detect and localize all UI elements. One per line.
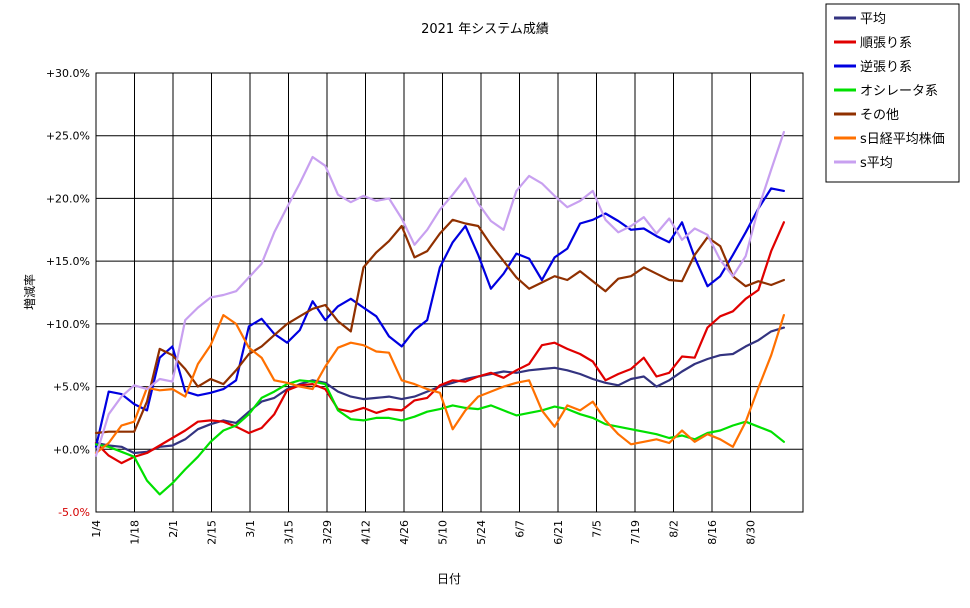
x-tick-label: 1/4: [90, 520, 103, 538]
legend-box: [825, 3, 960, 183]
x-tick-label: 6/21: [552, 520, 565, 545]
x-tick-label: 4/12: [360, 520, 373, 545]
chart-title: 2021 年システム成績: [421, 22, 549, 37]
x-tick-label: 1/18: [129, 520, 142, 545]
x-tick-label: 8/2: [668, 520, 681, 538]
series-line-4: [94, 218, 786, 435]
y-tick-label: +15.0%: [46, 255, 90, 268]
x-tick-label: 5/10: [437, 520, 450, 545]
y-tick-label: +30.0%: [46, 67, 90, 80]
x-tick-label: 3/1: [244, 520, 257, 538]
x-axis-label: 日付: [437, 572, 461, 586]
x-tick-label: 8/30: [745, 520, 758, 545]
y-axis-label: 増減率: [22, 274, 37, 310]
legend-entry: s日経平均株価: [860, 132, 945, 147]
y-tick-label: +5.0%: [53, 381, 90, 394]
series-line-3: [94, 379, 786, 496]
legend-entry: s平均: [860, 156, 893, 171]
y-tick-label: +20.0%: [46, 192, 90, 205]
series-line-2: [94, 187, 786, 448]
y-tick-label: +10.0%: [46, 318, 90, 331]
x-tick-label: 3/29: [321, 520, 334, 545]
legend-entry: 平均: [860, 12, 886, 27]
plot-area: [95, 72, 804, 513]
y-tick-label: -5.0%: [58, 506, 90, 519]
series-line-1: [94, 221, 786, 465]
x-tick-label: 3/15: [283, 520, 296, 545]
x-tick-label: 2/1: [167, 520, 180, 538]
x-tick-label: 7/5: [591, 520, 604, 538]
y-tick-label: +25.0%: [46, 130, 90, 143]
plot-frame: [95, 72, 804, 513]
x-tick-label: 8/16: [706, 520, 719, 545]
series-line-6: [94, 130, 786, 457]
x-tick-label: 4/26: [398, 520, 411, 545]
y-axis-ticks: +30.0% +25.0% +20.0% +15.0% +10.0% +5.0% +0.0%…: [46, 67, 90, 519]
x-tick-label: 5/24: [475, 520, 488, 545]
x-tick-label: 6/7: [514, 520, 527, 538]
series-line-5: [94, 314, 786, 455]
legend-entry: 逆張り系: [860, 59, 912, 75]
legend-entry: オシレータ系: [860, 84, 938, 99]
grid-lines: [96, 73, 803, 512]
legend-entry: 順張り系: [860, 36, 912, 51]
y-tick-label: +0.0%: [53, 443, 90, 456]
x-tick-label: 7/19: [629, 520, 642, 545]
legend-entry: その他: [860, 108, 899, 123]
x-axis-ticks: 1/4 1/18 2/1 2/15 3/1 3/15 3/29 4/12 4/26 5/10 5/2…: [90, 520, 758, 545]
x-tick-label: 2/15: [206, 520, 219, 545]
series-lines: [94, 130, 786, 496]
